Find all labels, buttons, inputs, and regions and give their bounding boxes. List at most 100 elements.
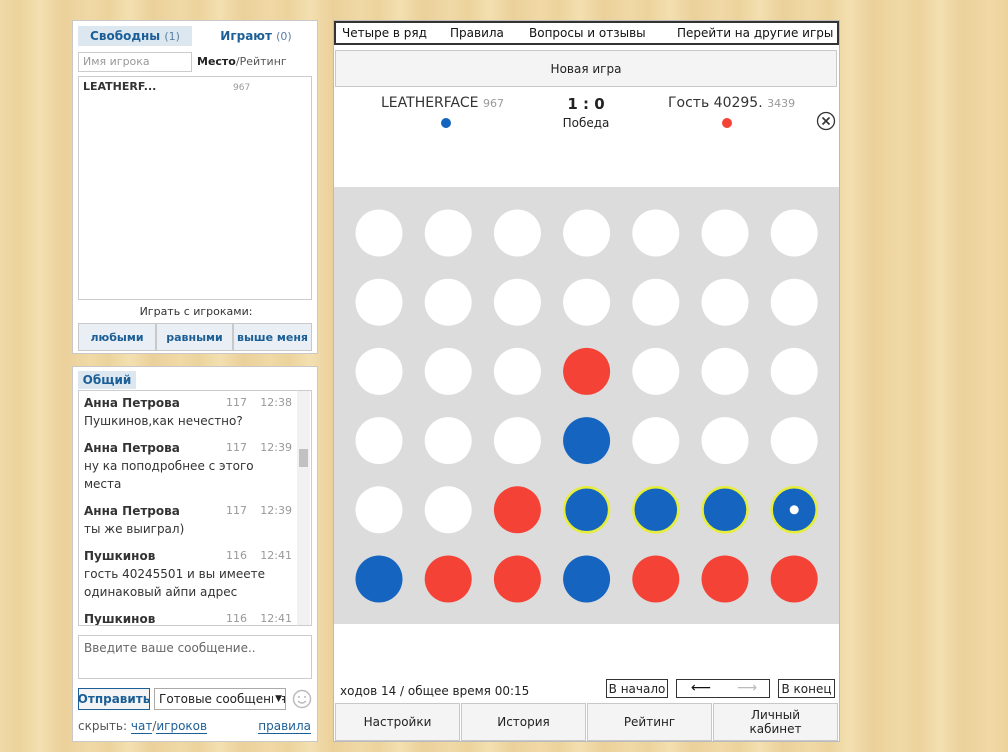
select-arrow: ▼ xyxy=(273,689,282,709)
score: 1 : 0 xyxy=(567,95,605,113)
player1-rating: 967 xyxy=(482,97,504,110)
menu-item[interactable]: Вопросы и отзывы xyxy=(529,26,646,40)
cell xyxy=(424,555,472,603)
search-input[interactable]: Имя игрока xyxy=(78,52,192,72)
ready-messages-select[interactable]: Готовые сообщения ▼ xyxy=(154,688,286,710)
menu-item[interactable]: Правила xyxy=(450,26,504,40)
cell xyxy=(770,347,818,395)
cell xyxy=(563,417,611,465)
game-panel: Четыре в ряд Правила Вопросы и отзывы Пе… xyxy=(333,20,840,742)
cell xyxy=(424,417,472,465)
rules-link[interactable]: правила xyxy=(258,719,311,734)
history-nav: ⟵ ⟶ xyxy=(676,679,770,698)
tab-button[interactable]: Личный кабинет xyxy=(713,703,838,741)
message-author: Пушкинов xyxy=(84,549,156,563)
new-game-button[interactable]: Новая игра xyxy=(335,50,837,87)
player1-color xyxy=(441,118,451,128)
message-level: 117 xyxy=(226,504,247,517)
cell xyxy=(355,555,403,603)
chat-tab[interactable]: Общий xyxy=(78,371,136,389)
cell xyxy=(701,209,749,257)
message-level: 117 xyxy=(226,441,247,454)
hide-players[interactable]: игроков xyxy=(156,719,208,734)
filter-button[interactable]: любыми xyxy=(78,323,156,351)
cell xyxy=(632,278,680,326)
board-bg xyxy=(334,187,839,624)
sort-place[interactable]: Место xyxy=(197,55,236,68)
forward-button[interactable]: ⟶ xyxy=(737,680,758,696)
message-time: 12:39 xyxy=(260,441,292,454)
hide-row: скрыть: чат/игроков xyxy=(78,719,208,734)
cell xyxy=(632,555,680,603)
chat-input[interactable]: Введите ваше сообщение.. xyxy=(78,635,312,679)
tab-playing[interactable]: Играют (0) xyxy=(201,26,311,46)
message-author: Анна Петрова xyxy=(84,441,180,455)
close-button[interactable] xyxy=(816,111,836,131)
cell xyxy=(493,486,541,534)
play-with: Играть с игроками: xyxy=(139,305,253,318)
cell xyxy=(563,209,611,257)
player1: LEATHERFACE 967 xyxy=(381,95,504,111)
tab-label: Свободны xyxy=(90,29,161,43)
cell xyxy=(563,347,611,395)
cell xyxy=(493,278,541,326)
player2-rating: 3439 xyxy=(767,97,796,110)
chat-message: Пушкинов 12:41 116 xyxy=(79,607,297,625)
message-time: 12:41 xyxy=(260,612,292,625)
cell xyxy=(355,486,403,534)
cell xyxy=(701,347,749,395)
tab-free[interactable]: Свободны (1) xyxy=(78,26,192,46)
cell xyxy=(424,209,472,257)
cell xyxy=(563,555,611,603)
cell xyxy=(770,417,818,465)
scrollbar[interactable] xyxy=(297,391,310,625)
message-time: 12:39 xyxy=(260,504,292,517)
filter-button[interactable]: выше меня xyxy=(233,323,312,351)
player-list: LEATHERF... 967 xyxy=(78,76,312,300)
menu-item[interactable]: Перейти на другие игры xyxy=(677,26,834,40)
send-button[interactable]: Отправить xyxy=(78,688,150,710)
message-text: гость 40245501 и вы имеете одинаковый ай… xyxy=(84,567,265,599)
message-text: Пушкинов,как нечестно? xyxy=(84,414,243,428)
cell xyxy=(493,555,541,603)
to-end-button[interactable]: В конец xyxy=(778,679,835,698)
game-status: Победа xyxy=(562,116,610,130)
chat-message: Пушкинов 12:41 116 гость 40245501 и вы имее… xyxy=(79,544,297,607)
message-level: 116 xyxy=(226,612,247,625)
filter-button[interactable]: равными xyxy=(156,323,233,351)
tab-button[interactable]: Настройки xyxy=(335,703,460,741)
message-level: 116 xyxy=(226,549,247,562)
cell xyxy=(701,278,749,326)
cell xyxy=(493,417,541,465)
chat-messages: Анна Петрова 12:38 117 Пушкинов,как нечестн… xyxy=(78,390,312,626)
player1-name: LEATHERFACE xyxy=(381,95,479,111)
message-time: 12:38 xyxy=(260,396,292,409)
hide-chat[interactable]: чат xyxy=(130,719,153,734)
player-name[interactable]: LEATHERF... xyxy=(83,80,157,93)
menu-item[interactable]: Четыре в ряд xyxy=(342,26,427,40)
cell xyxy=(562,486,611,534)
board[interactable] xyxy=(334,187,839,624)
cell xyxy=(701,417,749,465)
hide-sep: / xyxy=(152,719,157,733)
tab-label: Играют xyxy=(220,29,272,43)
smile-icon[interactable] xyxy=(292,689,312,709)
tab-button[interactable]: Рейтинг xyxy=(587,703,712,741)
tab-count: (0) xyxy=(276,30,292,43)
player2-color xyxy=(722,118,732,128)
back-button[interactable]: ⟵ xyxy=(691,680,712,696)
cell xyxy=(355,347,403,395)
chat-message: Анна Петрова 12:38 117 Пушкинов,как нечестн… xyxy=(79,391,297,436)
cell xyxy=(493,209,541,257)
message-level: 117 xyxy=(226,396,247,409)
cell xyxy=(563,278,611,326)
sort-rating[interactable]: /Рейтинг xyxy=(235,55,287,68)
message-author: Анна Петрова xyxy=(84,504,180,518)
player2-name: Гость 40295. xyxy=(668,95,763,111)
scroll-thumb[interactable] xyxy=(299,449,308,467)
cell xyxy=(424,278,472,326)
to-start-button[interactable]: В начало xyxy=(606,679,668,698)
tab-button[interactable]: История xyxy=(461,703,586,741)
sort: Место/Рейтинг xyxy=(197,55,287,68)
cell xyxy=(632,417,680,465)
